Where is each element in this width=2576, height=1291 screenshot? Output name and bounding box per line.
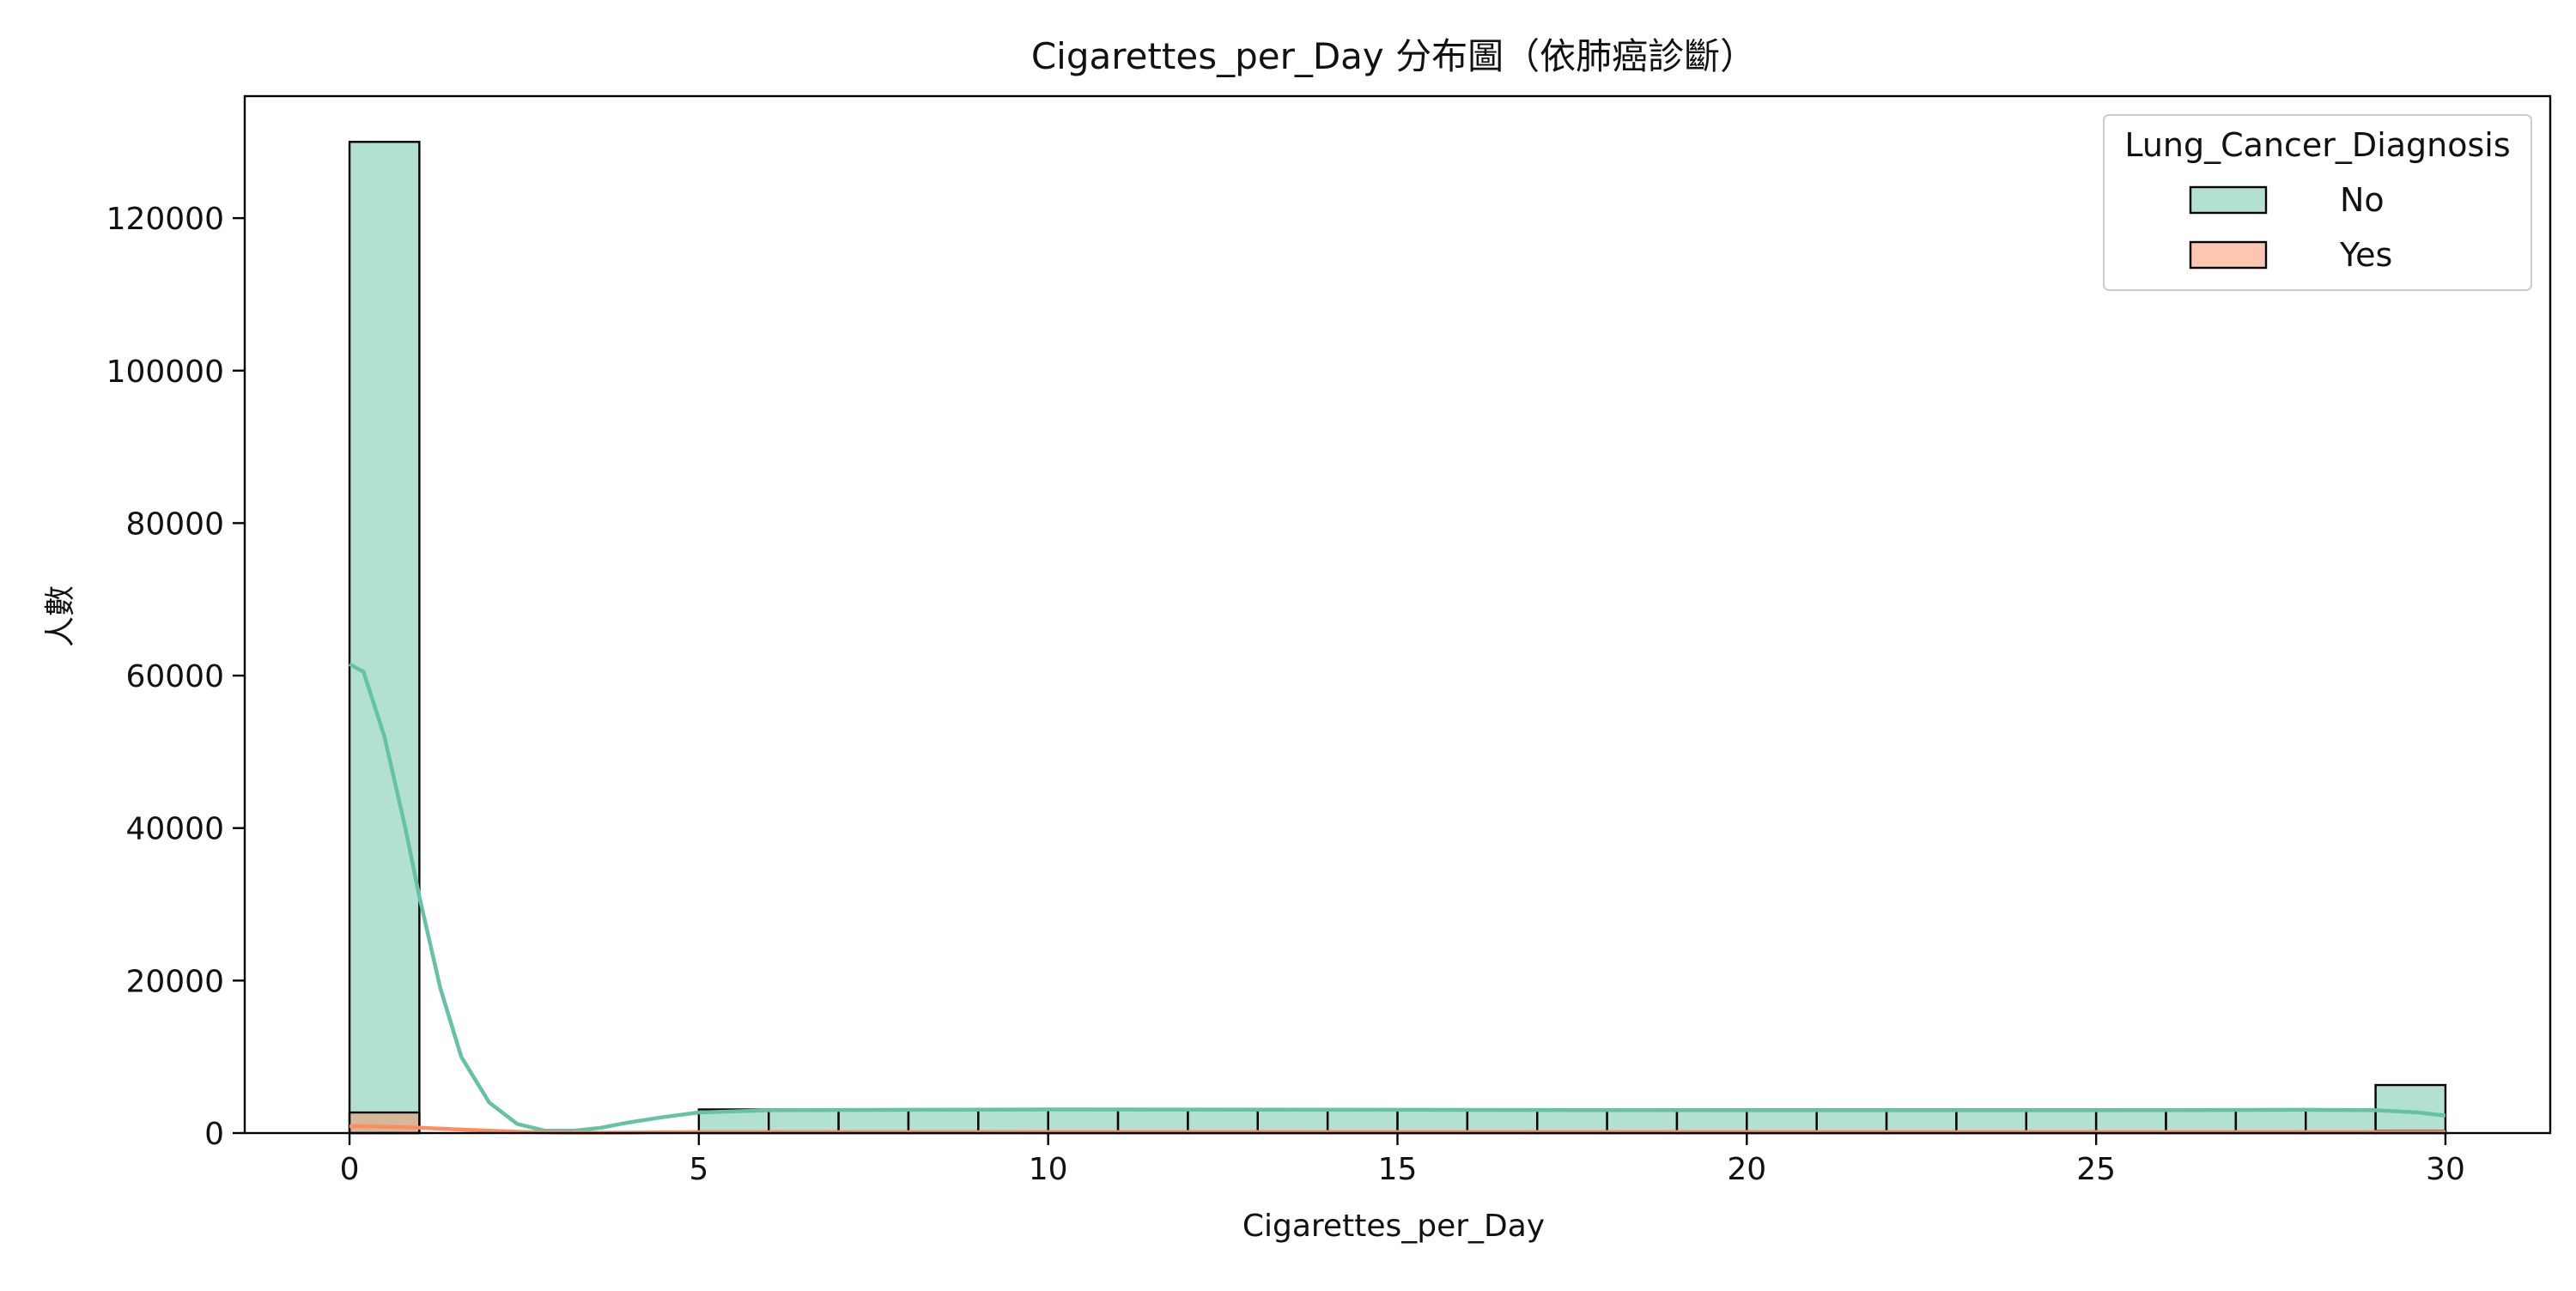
x-tick-label-25: 25: [2076, 1152, 2116, 1187]
bar-no-0: [348, 141, 421, 1135]
y-tick-label-120000: 120000: [106, 202, 224, 237]
x-axis: 0 5 10 15 20 25 30: [340, 1133, 2465, 1187]
x-axis-label: Cigarettes_per_Day: [1242, 1209, 1545, 1244]
chart-title: Cigarettes_per_Day 分布圖（依肺癌診斷）: [1031, 35, 1756, 77]
bar-no-7: [837, 1108, 910, 1135]
bar-no-6: [768, 1108, 840, 1135]
legend-label-yes: Yes: [2339, 236, 2392, 274]
y-tick-label-20000: 20000: [125, 964, 224, 999]
x-tick-label-30: 30: [2426, 1152, 2465, 1187]
x-tick-label-20: 20: [1727, 1152, 1766, 1187]
bar-no-25: [2094, 1108, 2167, 1135]
y-tick-label-0: 0: [204, 1117, 224, 1152]
x-tick-label-15: 15: [1378, 1152, 1418, 1187]
bar-no-22: [1885, 1108, 1958, 1135]
bar-no-12: [1187, 1108, 1259, 1135]
bar-no-10: [1047, 1108, 1120, 1135]
legend-swatch-no: [2189, 185, 2268, 215]
x-tick-label-5: 5: [689, 1152, 708, 1187]
y-tick-label-80000: 80000: [125, 506, 224, 542]
bar-no-19: [1675, 1108, 1748, 1135]
kde-line-no: [348, 662, 2446, 1133]
bar-no-14: [1326, 1108, 1399, 1135]
legend: Lung_Cancer_Diagnosis No Yes: [2103, 114, 2532, 291]
bar-no-28: [2305, 1108, 2377, 1135]
bar-no-13: [1256, 1108, 1329, 1135]
bar-no-20: [1746, 1108, 1818, 1135]
bar-no-27: [2234, 1108, 2307, 1135]
y-tick-label-60000: 60000: [125, 659, 224, 694]
x-tick-label-10: 10: [1029, 1152, 1068, 1187]
y-axis-label: 人數: [43, 585, 78, 647]
bar-no-24: [2025, 1108, 2098, 1135]
x-tick-label-0: 0: [340, 1152, 360, 1187]
bar-no-17: [1536, 1108, 1608, 1135]
legend-swatch-yes: [2189, 240, 2268, 270]
bar-no-9: [977, 1108, 1049, 1135]
bar-yes-0: [348, 1111, 421, 1135]
bar-no-18: [1606, 1108, 1679, 1135]
bar-no-16: [1466, 1108, 1539, 1135]
y-axis: 0 20000 40000 60000 80000 100000 120000: [106, 202, 245, 1152]
bar-no-11: [1116, 1108, 1189, 1135]
legend-label-no: No: [2340, 181, 2385, 219]
y-tick-label-100000: 100000: [106, 355, 224, 390]
bar-no-26: [2165, 1108, 2238, 1135]
bar-no-15: [1396, 1108, 1469, 1135]
bar-no-21: [1815, 1108, 1888, 1135]
bar-no-8: [907, 1108, 980, 1135]
y-tick-label-40000: 40000: [125, 812, 224, 847]
bar-no-23: [1955, 1108, 2027, 1135]
legend-title: Lung_Cancer_Diagnosis: [2124, 126, 2510, 164]
